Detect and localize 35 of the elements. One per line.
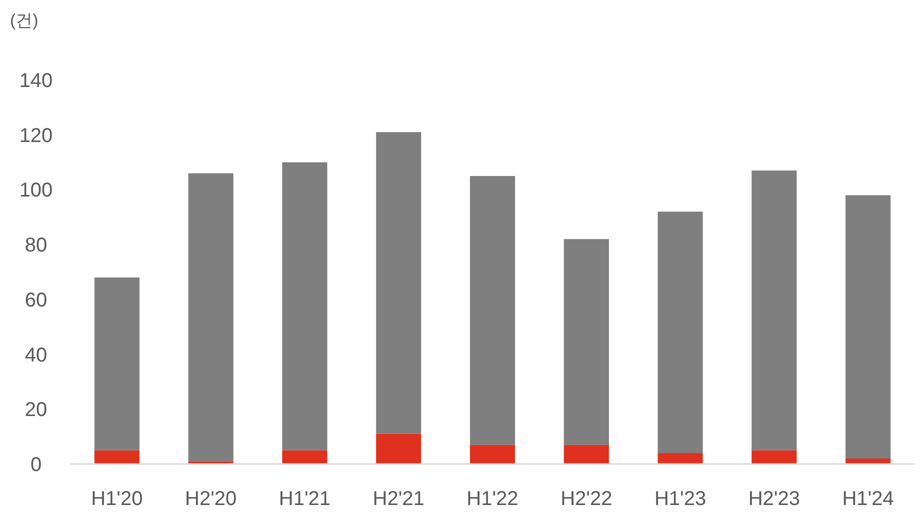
x-tick-label: H2'20 <box>185 488 237 510</box>
y-tick-label: 80 <box>24 234 48 257</box>
bar <box>94 450 140 464</box>
bar <box>188 173 234 462</box>
bar <box>658 453 703 464</box>
bar <box>94 277 140 450</box>
x-tick-label: H2'23 <box>748 488 800 510</box>
x-tick-label: H2'22 <box>560 488 612 510</box>
y-tick-label: 100 <box>19 180 53 202</box>
y-tick-label: 120 <box>19 124 53 147</box>
bar <box>470 176 516 445</box>
y-axis-title: (건) <box>10 11 38 30</box>
bar <box>846 458 891 464</box>
bar <box>282 162 328 450</box>
x-tick-label: H1'20 <box>91 488 143 510</box>
x-tick-label: H2'21 <box>372 488 424 510</box>
bar <box>564 239 609 445</box>
bar <box>376 434 422 464</box>
x-tick-label: H1'21 <box>278 488 331 510</box>
x-tick-label: H1'22 <box>466 488 518 510</box>
bar <box>752 450 797 464</box>
y-tick-label: 0 <box>30 454 42 476</box>
y-tick-label: 60 <box>24 289 48 312</box>
bar <box>282 450 328 464</box>
y-tick-label: 140 <box>19 70 53 92</box>
bar <box>376 132 422 434</box>
y-tick-label: 20 <box>24 399 48 422</box>
x-tick-label: H1'24 <box>842 488 894 510</box>
bar <box>752 170 797 450</box>
bar <box>564 444 609 464</box>
bar <box>470 444 516 464</box>
y-tick-label: 40 <box>24 344 48 366</box>
bar <box>846 195 891 459</box>
x-tick-label: H1'23 <box>654 488 706 510</box>
bar <box>658 212 703 454</box>
